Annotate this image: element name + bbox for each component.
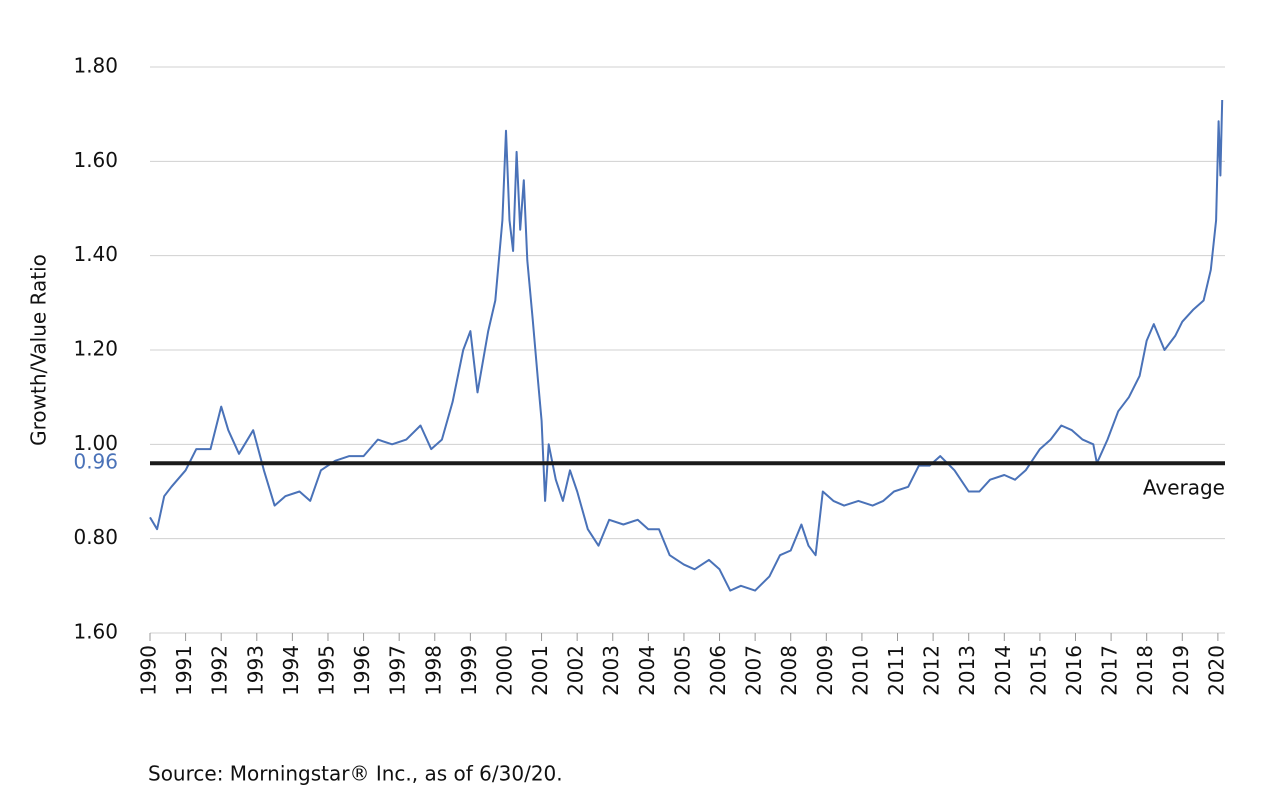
x-tick-label: 2014 xyxy=(991,645,1015,696)
x-tick-label: 1992 xyxy=(208,645,232,696)
y-tick-label: 1.60 xyxy=(73,148,118,172)
x-tick-label: 2018 xyxy=(1133,645,1157,696)
x-tick-label: 1990 xyxy=(137,645,161,696)
x-tick-label: 2002 xyxy=(564,645,588,696)
x-tick-label: 2003 xyxy=(599,645,623,696)
x-tick-label: 2019 xyxy=(1169,645,1193,696)
x-tick-label: 1994 xyxy=(279,645,303,696)
x-tick-label: 2006 xyxy=(706,645,730,696)
x-tick-label: 1993 xyxy=(243,645,267,696)
x-tick-label: 1991 xyxy=(172,645,196,696)
average-label: Average xyxy=(1143,476,1225,500)
x-tick-label: 2001 xyxy=(528,645,552,696)
x-tick-label: 1996 xyxy=(350,645,374,696)
x-tick-label: 2005 xyxy=(670,645,694,696)
x-tick-label: 2004 xyxy=(635,645,659,696)
y-tick-label: 1.00 xyxy=(73,431,118,455)
y-tick-label: 1.40 xyxy=(73,242,118,266)
source-note: Source: Morningstar® Inc., as of 6/30/20… xyxy=(148,762,563,786)
x-tick-label: 1997 xyxy=(386,645,410,696)
x-tick-label: 2012 xyxy=(920,645,944,696)
x-tick-label: 2020 xyxy=(1204,645,1228,696)
y-axis-label: Growth/Value Ratio xyxy=(27,254,51,446)
x-tick-label: 2000 xyxy=(492,645,516,696)
y-tick-label: 1.60 xyxy=(73,620,118,644)
x-tick-label: 1999 xyxy=(457,645,481,696)
average-tick-label: 0.96 xyxy=(73,450,118,474)
y-tick-label: 1.80 xyxy=(73,54,118,78)
ratio-line xyxy=(149,99,1224,592)
x-tick-label: 2016 xyxy=(1062,645,1086,696)
y-tick-label: 0.80 xyxy=(73,525,118,549)
x-tick-label: 1998 xyxy=(421,645,445,696)
x-tick-label: 2011 xyxy=(884,645,908,696)
x-tick-label: 2017 xyxy=(1098,645,1122,696)
x-tick-label: 2015 xyxy=(1026,645,1050,696)
y-tick-label: 1.20 xyxy=(73,337,118,361)
x-tick-label: 2008 xyxy=(777,645,801,696)
x-tick-label: 2009 xyxy=(813,645,837,696)
x-tick-label: 2007 xyxy=(742,645,766,696)
x-tick-label: 2010 xyxy=(848,645,872,696)
x-tick-label: 1995 xyxy=(314,645,338,696)
x-tick-label: 2013 xyxy=(955,645,979,696)
